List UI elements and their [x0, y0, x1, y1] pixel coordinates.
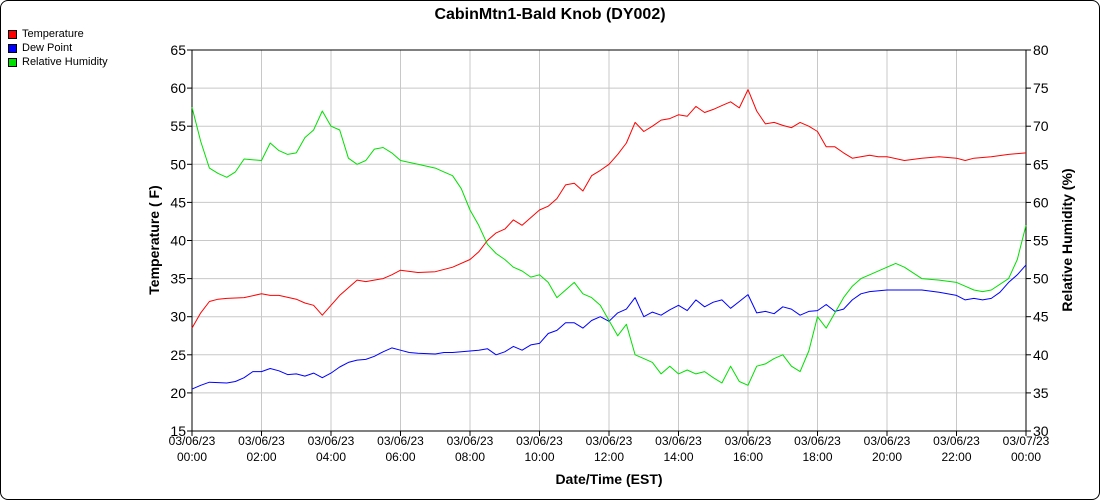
x-axis-title: Date/Time (EST) — [555, 471, 662, 487]
x-tick-label-date: 03/06/23 — [655, 434, 702, 448]
legend-label-dew-point: Dew Point — [22, 42, 73, 54]
x-tick-label-date: 03/07/23 — [1003, 434, 1050, 448]
y-tick-label-left: 45 — [170, 194, 186, 210]
chart-legend: Temperature Dew Point Relative Humidity — [8, 27, 108, 69]
y-tick-label-right: 40 — [1033, 347, 1049, 363]
series-layer — [191, 89, 1027, 390]
x-tick-label-time: 22:00 — [941, 450, 971, 464]
legend-swatch-temperature — [8, 29, 17, 39]
y-axis-right-ticks: 30 35 40 45 50 55 60 65 70 75 80 — [1026, 42, 1049, 439]
y-tick-label-right: 75 — [1033, 80, 1049, 96]
y-tick-label-right: 50 — [1033, 271, 1049, 287]
x-tick-label-time: 10:00 — [524, 450, 554, 464]
y-tick-label-right: 60 — [1033, 194, 1049, 210]
y-tick-label-right: 65 — [1033, 156, 1049, 172]
x-tick-label-date: 03/06/23 — [308, 434, 355, 448]
y-tick-label-left: 30 — [170, 309, 186, 325]
x-tick-label-time: 06:00 — [385, 450, 415, 464]
legend-label-relative-humidity: Relative Humidity — [22, 56, 108, 68]
x-axis-ticks: 03/06/23 00:00 03/06/23 02:00 03/06/23 04:00 0… — [169, 431, 1050, 464]
x-tick-label-date: 03/06/23 — [169, 434, 216, 448]
grid-layer — [191, 49, 1027, 432]
y-tick-label-right: 35 — [1033, 385, 1049, 401]
x-tick-label-time: 18:00 — [802, 450, 832, 464]
y-tick-label-left: 35 — [170, 271, 186, 287]
legend-swatch-relative-humidity — [8, 57, 17, 67]
series-line-dew-point — [191, 264, 1027, 390]
x-tick-label-time: 20:00 — [872, 450, 902, 464]
y-tick-label-right: 55 — [1033, 233, 1049, 249]
x-tick-label-time: 08:00 — [455, 450, 485, 464]
y-tick-label-left: 55 — [170, 118, 186, 134]
y-tick-label-left: 65 — [170, 42, 186, 58]
legend-swatch-dew-point — [8, 43, 17, 53]
y-tick-label-right: 70 — [1033, 118, 1049, 134]
x-tick-label-date: 03/06/23 — [933, 434, 980, 448]
legend-item-temperature: Temperature — [8, 27, 108, 41]
x-tick-label-time: 00:00 — [1011, 450, 1041, 464]
x-tick-label-date: 03/06/23 — [447, 434, 494, 448]
legend-item-relative-humidity: Relative Humidity — [8, 55, 108, 69]
x-tick-label-date: 03/06/23 — [238, 434, 285, 448]
chart-title: CabinMtn1-Bald Knob (DY002) — [434, 6, 665, 23]
series-line-relative-humidity — [191, 107, 1027, 386]
y-tick-label-left: 25 — [170, 347, 186, 363]
x-tick-label-date: 03/06/23 — [725, 434, 772, 448]
x-tick-label-date: 03/06/23 — [377, 434, 424, 448]
y-axis-left-ticks: 15 20 25 30 35 40 45 50 55 60 65 — [170, 42, 192, 439]
y-tick-label-right: 30 — [1033, 423, 1049, 439]
y-tick-label-right: 80 — [1033, 42, 1049, 58]
x-tick-label-date: 03/06/23 — [864, 434, 911, 448]
x-tick-label-time: 12:00 — [594, 450, 624, 464]
y-tick-label-left: 40 — [170, 233, 186, 249]
y-tick-label-left: 15 — [170, 423, 186, 439]
legend-label-temperature: Temperature — [22, 28, 84, 40]
x-tick-label-time: 00:00 — [177, 450, 207, 464]
x-tick-label-date: 03/06/23 — [794, 434, 841, 448]
x-tick-label-time: 02:00 — [246, 450, 276, 464]
y-axis-left-title: Temperature ( F) — [146, 185, 162, 294]
x-tick-label-date: 03/06/23 — [516, 434, 563, 448]
x-tick-label-time: 16:00 — [733, 450, 763, 464]
x-tick-label-time: 04:00 — [316, 450, 346, 464]
series-line-temperature — [191, 89, 1027, 329]
y-tick-label-right: 45 — [1033, 309, 1049, 325]
x-tick-label-date: 03/06/23 — [586, 434, 633, 448]
y-tick-label-left: 60 — [170, 80, 186, 96]
y-tick-label-left: 50 — [170, 156, 186, 172]
y-axis-right-title: Relative Humidity (%) — [1059, 168, 1075, 311]
y-tick-label-left: 20 — [170, 385, 186, 401]
legend-item-dew-point: Dew Point — [8, 41, 108, 55]
x-tick-label-time: 14:00 — [663, 450, 693, 464]
